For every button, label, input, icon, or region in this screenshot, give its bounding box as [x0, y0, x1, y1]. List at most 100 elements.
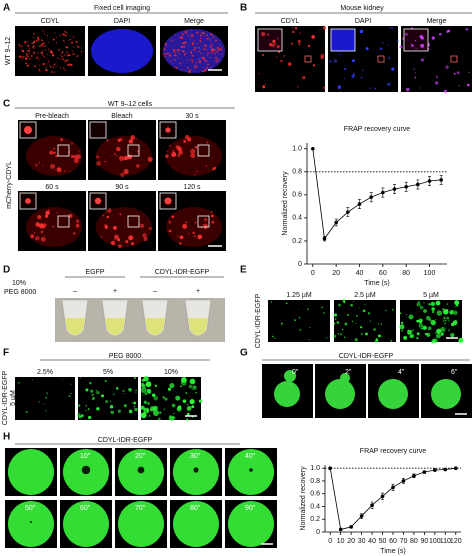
puncta	[40, 43, 43, 46]
puncta	[329, 60, 332, 63]
panel-title: PEG 8000	[109, 353, 141, 360]
puncta	[451, 322, 455, 327]
puncta	[64, 30, 67, 33]
puncta	[32, 45, 35, 48]
puncta	[31, 379, 33, 381]
puncta	[450, 333, 455, 338]
timepoint-label: 10"	[80, 453, 91, 460]
puncta	[109, 400, 112, 403]
puncta	[75, 219, 80, 224]
group-label: CDYL-IDR-EGFP	[155, 269, 210, 276]
puncta	[42, 50, 44, 52]
data-point	[439, 178, 443, 182]
micrograph	[15, 26, 85, 76]
nucleus	[96, 207, 152, 247]
column-label: DAPI	[114, 18, 130, 25]
puncta	[92, 396, 95, 400]
puncta	[117, 409, 121, 413]
concentration-label: 1.25 µM	[286, 292, 312, 299]
puncta	[221, 53, 223, 55]
puncta	[198, 60, 202, 63]
puncta	[355, 314, 359, 317]
puncta	[213, 166, 217, 170]
puncta	[213, 49, 216, 52]
puncta	[416, 302, 421, 307]
puncta	[183, 46, 185, 48]
puncta	[280, 59, 283, 63]
puncta	[64, 69, 66, 71]
puncta	[42, 164, 44, 167]
y-tick-label: 1.0	[292, 146, 302, 153]
puncta	[302, 75, 306, 80]
puncta	[182, 223, 188, 229]
peg-mark: +	[196, 288, 200, 295]
puncta	[65, 46, 68, 49]
puncta	[425, 315, 431, 321]
puncta	[454, 300, 460, 306]
puncta	[440, 326, 446, 333]
puncta	[190, 52, 193, 55]
puncta	[214, 39, 217, 42]
puncta	[211, 35, 213, 37]
puncta	[322, 26, 327, 30]
puncta	[444, 322, 447, 325]
puncta	[110, 240, 116, 246]
puncta	[206, 64, 208, 66]
puncta	[407, 329, 413, 335]
puncta	[51, 50, 53, 52]
puncta	[65, 34, 67, 37]
puncta	[109, 405, 114, 409]
puncta	[46, 71, 48, 73]
puncta	[294, 319, 296, 322]
puncta	[426, 332, 431, 337]
puncta	[152, 409, 159, 416]
puncta	[163, 408, 166, 411]
percentage-label: 10%	[164, 369, 178, 376]
puncta	[38, 68, 40, 71]
puncta	[78, 404, 81, 407]
x-tick-label: 50	[379, 538, 387, 545]
puncta	[45, 410, 47, 412]
liquid	[188, 318, 208, 335]
puncta	[105, 400, 108, 403]
puncta	[197, 42, 199, 45]
puncta	[167, 387, 172, 391]
data-point	[370, 503, 374, 508]
puncta	[351, 320, 354, 323]
puncta	[120, 410, 121, 412]
timepoint-label: Pre-bleach	[35, 113, 69, 120]
puncta	[186, 412, 190, 416]
inset-condensate	[24, 126, 32, 134]
puncta	[207, 51, 209, 52]
droplet	[274, 381, 300, 407]
puncta	[169, 54, 172, 57]
puncta	[37, 36, 40, 39]
puncta	[298, 317, 301, 319]
puncta	[25, 62, 28, 65]
liquid	[65, 318, 85, 335]
puncta	[55, 154, 58, 157]
puncta	[181, 45, 183, 48]
puncta	[28, 53, 30, 55]
puncta	[215, 48, 217, 50]
puncta	[190, 34, 194, 37]
condition-label: PEG 8000	[4, 289, 36, 296]
puncta	[419, 34, 424, 39]
puncta	[168, 220, 172, 224]
puncta	[210, 211, 213, 213]
puncta	[377, 323, 379, 325]
puncta	[85, 404, 87, 407]
puncta	[165, 154, 169, 158]
puncta	[447, 29, 450, 33]
puncta	[375, 338, 379, 342]
puncta	[188, 384, 193, 389]
puncta	[334, 318, 337, 320]
puncta	[54, 32, 56, 34]
inset-condensate	[25, 198, 31, 204]
puncta	[183, 139, 187, 143]
puncta	[38, 401, 40, 403]
data-point	[346, 210, 350, 214]
column-label: DAPI	[355, 18, 371, 25]
puncta	[134, 407, 138, 412]
puncta	[201, 56, 204, 59]
